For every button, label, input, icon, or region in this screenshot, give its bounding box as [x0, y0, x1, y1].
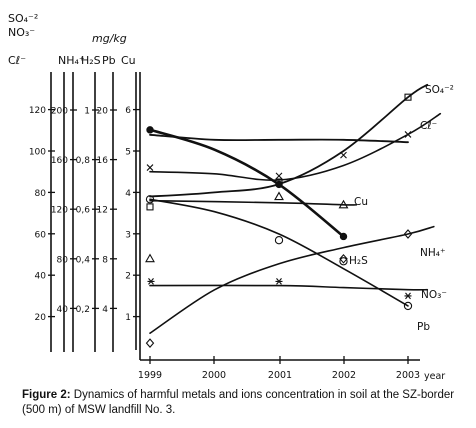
- point-6-3: [403, 301, 413, 311]
- axis-tick-label-4-4: 20: [97, 107, 109, 117]
- axis-tick-label-5-5: 6: [125, 106, 131, 116]
- axis-tick-label-2-0: 40: [57, 305, 69, 315]
- axis-tick-label-4-1: 8: [102, 255, 108, 265]
- series-line-7: [149, 133, 409, 144]
- point-1-0: [146, 164, 154, 171]
- series-markers: [145, 93, 413, 348]
- axis-tick-label-0-1: 40: [35, 272, 47, 282]
- axis-tick-label-3-0: 0,2: [76, 305, 90, 315]
- point-1-1: [275, 172, 283, 180]
- axis-tick-label-5-3: 4: [125, 189, 131, 199]
- axis-tick-label-2-1: 80: [57, 255, 69, 265]
- series-line-5: [149, 284, 429, 291]
- x-tick-label-2003: 2003: [396, 370, 420, 381]
- x-unit-label: year: [424, 371, 445, 382]
- point-0-0: [146, 203, 154, 211]
- axis-tick-label-0-0: 20: [35, 313, 47, 323]
- axis-header-1-0: Cℓ⁻: [8, 54, 26, 67]
- point-1-3: [404, 131, 412, 138]
- series-lines: [148, 83, 442, 334]
- point-5-1: [275, 278, 283, 285]
- point-0-2: [404, 93, 412, 101]
- point-6-0: [145, 195, 155, 204]
- axis-header-5-0: Cu: [121, 54, 136, 67]
- point-2-1: [274, 191, 284, 201]
- axis-header-3-0: H₂S: [81, 54, 101, 67]
- axis-tick-label-2-2: 120: [51, 206, 68, 216]
- axis-header-2-0: NH₄⁺: [58, 54, 85, 67]
- axis-tick-label-3-4: 1: [84, 107, 90, 117]
- series-line-0: [149, 83, 429, 198]
- axis-header-0-1: NO₃⁻: [8, 26, 35, 39]
- point-4-0: [145, 338, 155, 348]
- figure-caption: Figure 2: Dynamics of harmful metals and…: [22, 388, 462, 418]
- series-labels: SO₄⁻² Cℓ⁻ Cu H₂S NH₄⁺ NO₃⁻ Pb: [349, 84, 454, 333]
- series-label-5: NO₃⁻: [421, 289, 447, 301]
- axis-tick-label-5-0: 1: [125, 313, 131, 323]
- axis-tick-label-3-2: 0,6: [76, 206, 91, 216]
- axis-tick-label-4-2: 12: [97, 206, 108, 216]
- point-1-2: [340, 151, 347, 159]
- point-6-1: [274, 236, 284, 245]
- series-label-1: Cℓ⁻: [420, 120, 437, 132]
- series-line-4: [149, 225, 435, 334]
- axis-tick-label-4-3: 16: [97, 156, 109, 166]
- series-label-4: NH₄⁺: [420, 247, 446, 259]
- series-label-2: Cu: [354, 196, 368, 208]
- axis-tick-label-4-0: 4: [102, 305, 108, 315]
- series-line-3: [148, 128, 345, 238]
- axis-tick-label-0-2: 60: [35, 230, 47, 240]
- point-2-0: [145, 253, 155, 263]
- axis-tick-label-3-1: 0,4: [76, 255, 91, 265]
- axis-tick-label-2-3: 160: [51, 156, 68, 166]
- point-3-0: [146, 126, 154, 134]
- caption-label: Figure 2:: [22, 389, 71, 401]
- point-4-1: [339, 253, 348, 264]
- axis-tick-label-3-3: 0,8: [76, 156, 91, 166]
- axis-tick-label-0-3: 80: [35, 189, 47, 199]
- series-label-3: H₂S: [349, 255, 368, 267]
- point-5-2: [404, 292, 412, 300]
- x-tick-label-1999: 1999: [138, 370, 162, 381]
- unit-label: mg/kg: [92, 32, 127, 45]
- axis-tick-label-5-1: 2: [125, 272, 131, 282]
- point-3-2: [339, 232, 348, 241]
- axis-tick-label-0-4: 100: [29, 148, 46, 158]
- caption-text: Dynamics of harmful metals and ions conc…: [22, 389, 455, 416]
- axis-tick-label-5-4: 5: [125, 148, 131, 158]
- series-line-6: [149, 198, 409, 307]
- point-3-1: [275, 180, 283, 189]
- point-6-2: [339, 257, 348, 266]
- point-2-2: [338, 199, 349, 209]
- point-5-0: [147, 278, 155, 285]
- axis-tick-label-0-5: 120: [29, 106, 46, 116]
- series-label-6: Pb: [417, 321, 430, 333]
- x-tick-label-2000: 2000: [202, 370, 226, 381]
- axis-header-0-0: SO₄⁻²: [8, 12, 38, 25]
- axis-tick-label-5-2: 3: [125, 230, 131, 240]
- point-4-2: [403, 229, 413, 239]
- x-tick-label-2001: 2001: [268, 370, 292, 381]
- series-line-1: [149, 112, 442, 182]
- axis-tick-label-2-4: 200: [51, 107, 68, 117]
- x-tick-label-2002: 2002: [332, 370, 356, 381]
- axis-header-4-0: Pb: [102, 54, 116, 67]
- series-label-0: SO₄⁻²: [425, 84, 454, 96]
